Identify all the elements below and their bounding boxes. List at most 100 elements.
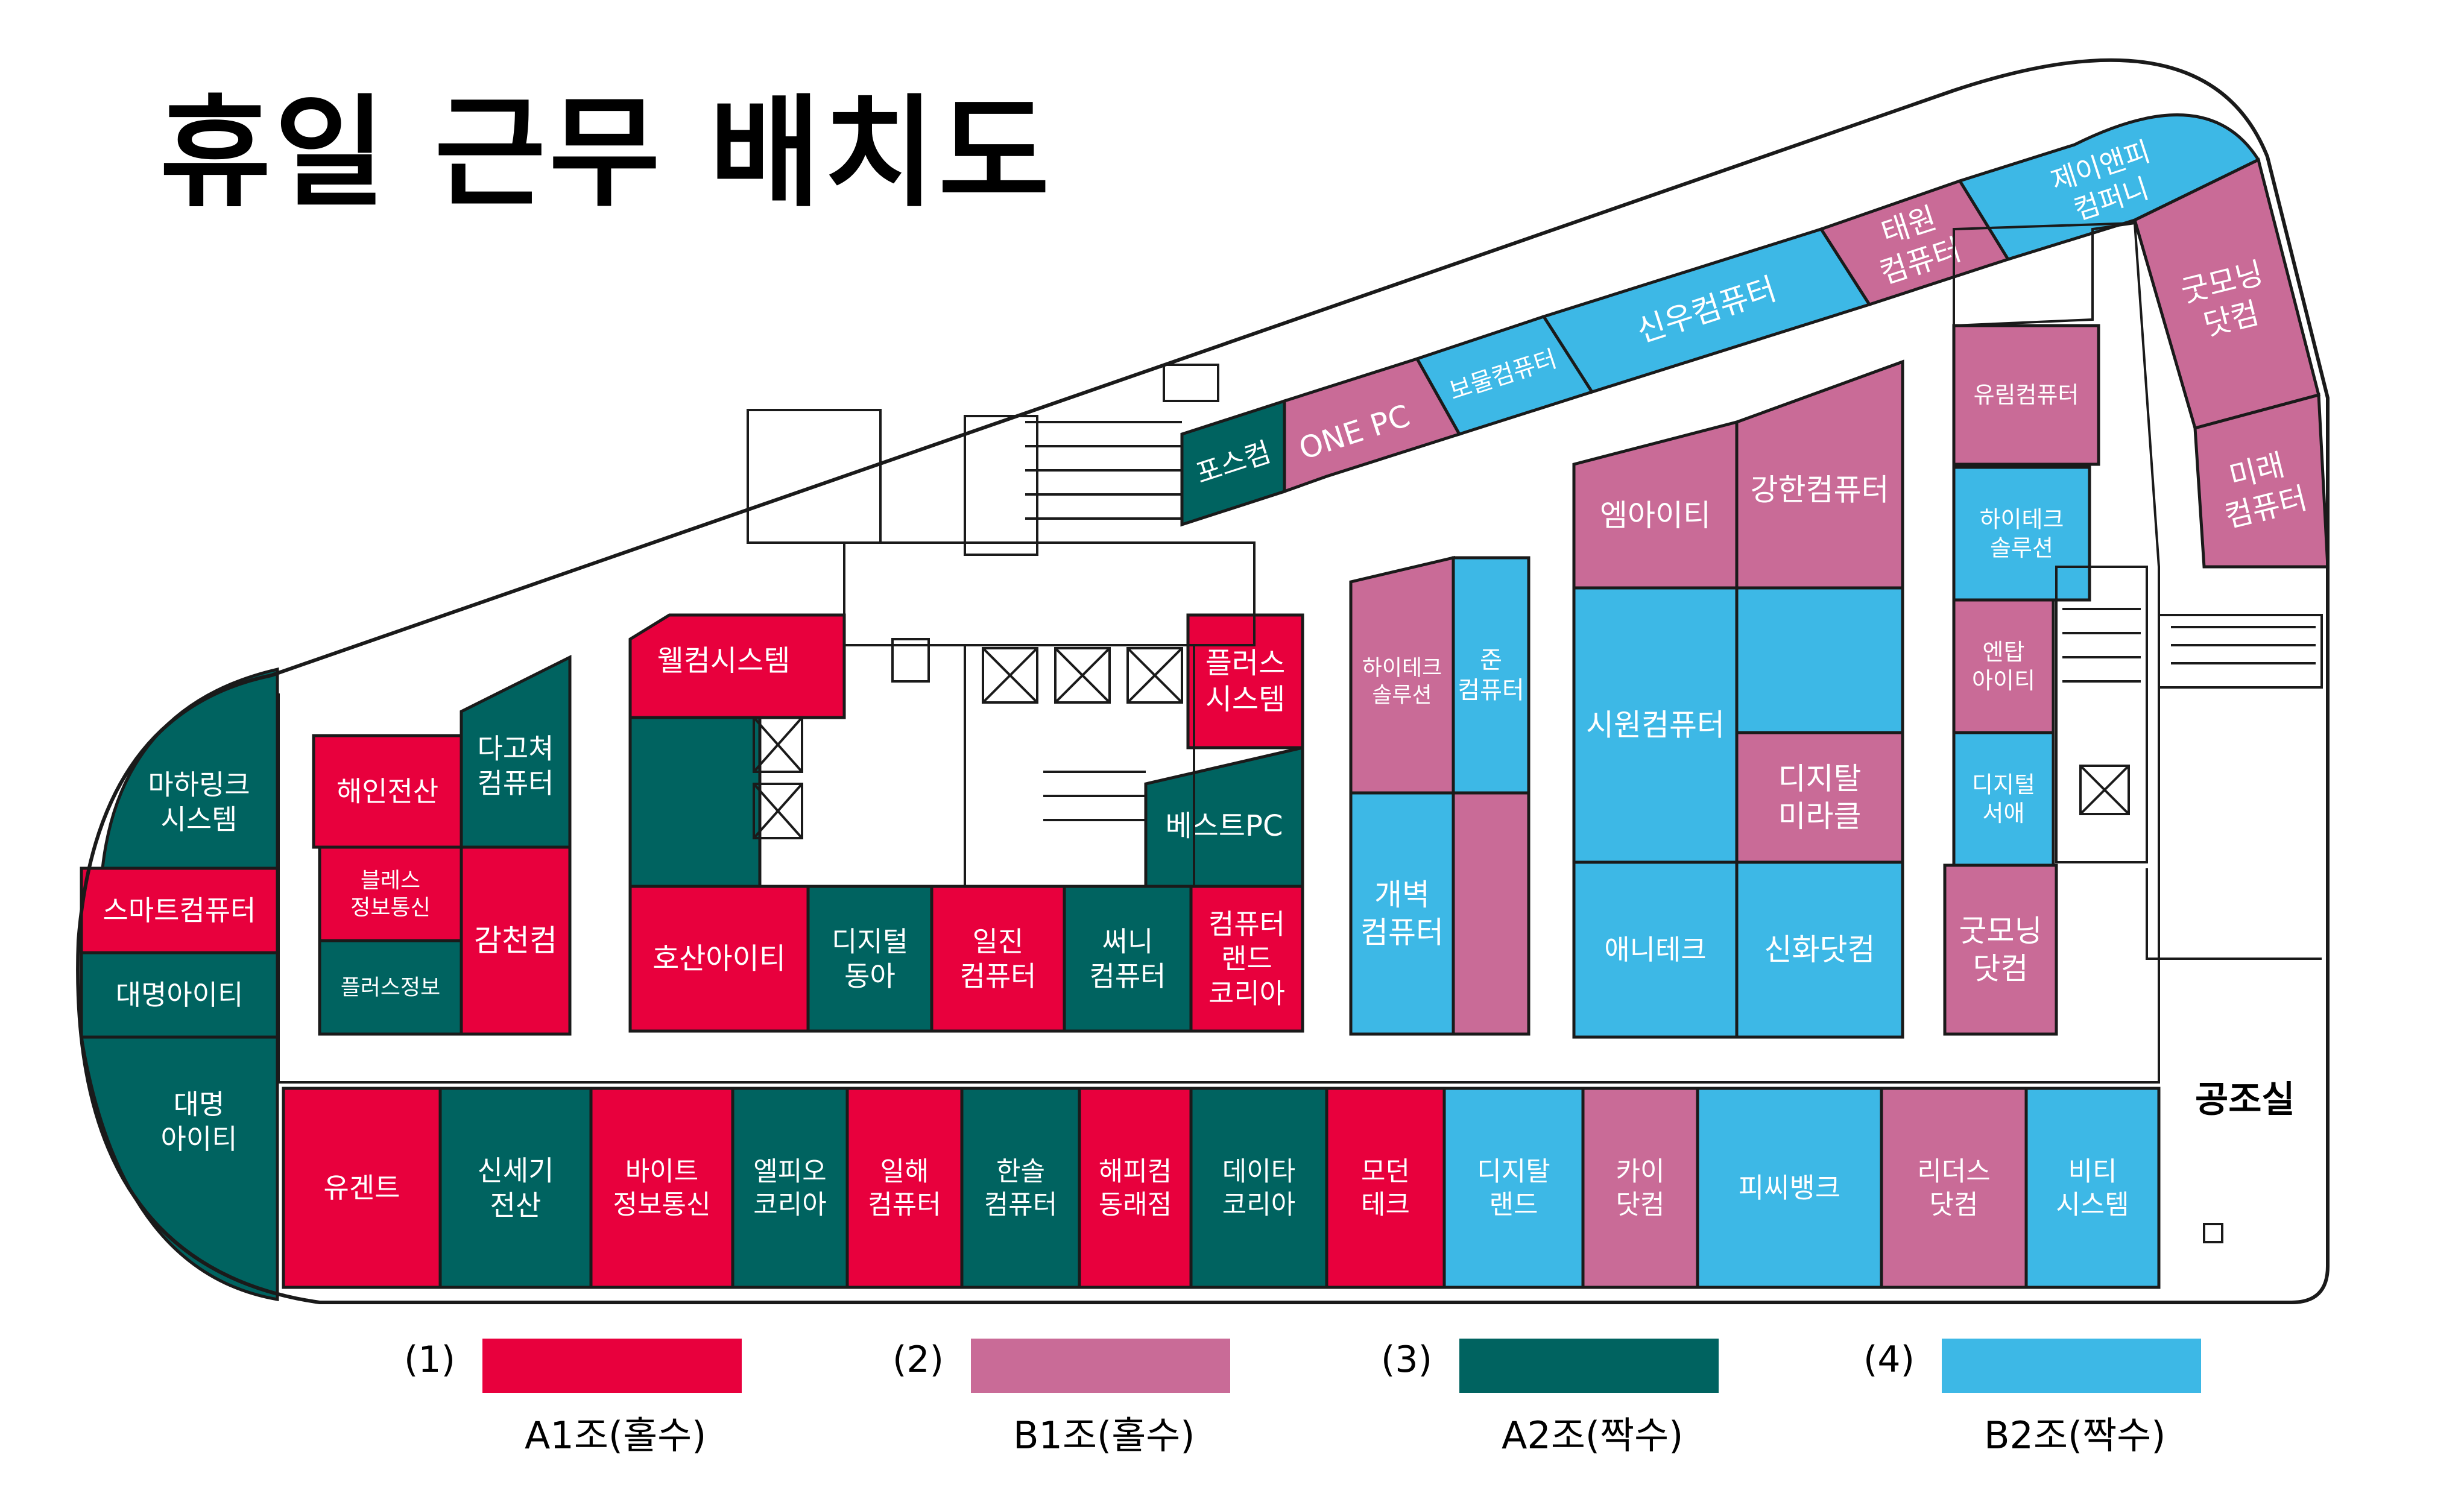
- store-shape[interactable]: [845, 1087, 964, 1289]
- store-welcome[interactable]: 웰컴시스템: [628, 613, 846, 719]
- store-sinwoo[interactable]: 신우컴퓨터: [1541, 227, 1872, 394]
- store-shape[interactable]: [731, 1087, 849, 1289]
- store-goodmorning-1[interactable]: 굿모닝닷컴: [2133, 157, 2321, 431]
- store-label: 마하링크 시스템: [148, 768, 250, 836]
- store-shape[interactable]: [1952, 465, 2091, 602]
- store-digital-seoae[interactable]: 디지털 서애: [1952, 731, 2055, 867]
- store-shape[interactable]: [960, 1087, 1081, 1289]
- store-shape[interactable]: [1943, 863, 2058, 1036]
- store-pc-bank[interactable]: 피씨뱅크: [1696, 1087, 1883, 1289]
- store-bless[interactable]: 블레스 정보통신: [318, 845, 463, 942]
- store-digital-miracle[interactable]: 디지탈 미라클: [1735, 731, 1904, 864]
- store-shape[interactable]: [1189, 885, 1304, 1033]
- store-data-korea[interactable]: 데이타 코리아: [1189, 1087, 1328, 1289]
- store-shape[interactable]: [628, 716, 762, 888]
- store-dagochyeo[interactable]: 다고쳐 컴퓨터: [460, 654, 572, 849]
- store-shape[interactable]: [1735, 586, 1904, 734]
- store-gamcheon[interactable]: 감천컴: [460, 845, 572, 1036]
- store-anitech[interactable]: 애니테크: [1572, 860, 1739, 1039]
- store-kai[interactable]: 카이 닷컴: [1581, 1087, 1699, 1289]
- store-shape[interactable]: [1283, 356, 1462, 494]
- store-shape[interactable]: [1442, 1087, 1585, 1289]
- store-shape[interactable]: [1581, 1087, 1699, 1289]
- store-leaders[interactable]: 리더스 닷컴: [1880, 1087, 2028, 1289]
- store-shape[interactable]: [628, 613, 846, 719]
- store-shape[interactable]: [80, 951, 279, 1039]
- store-yugent[interactable]: 유겐트: [282, 1087, 442, 1289]
- store-shape[interactable]: [2024, 1087, 2161, 1289]
- store-modern[interactable]: 모던 테크: [1325, 1087, 1446, 1289]
- store-shape[interactable]: [1452, 556, 1531, 795]
- store-yurim[interactable]: 유림컴퓨터: [1952, 324, 2100, 466]
- store-shape[interactable]: [1880, 1087, 2028, 1289]
- store-hitech-1[interactable]: 하이테크 솔루션: [1952, 465, 2091, 602]
- store-smart[interactable]: 스마트컴퓨터: [80, 866, 279, 955]
- store-entap[interactable]: 엔탑 아이티: [1952, 598, 2055, 734]
- store-ganghan[interactable]: 강한컴퓨터: [1735, 359, 1904, 590]
- store-plus-info[interactable]: 플러스정보: [318, 939, 463, 1036]
- store-digital-donga[interactable]: 디지털 동아: [806, 885, 933, 1033]
- store-shape[interactable]: [1735, 860, 1904, 1039]
- store-emiti[interactable]: 엠아이티: [1572, 420, 1739, 590]
- store-best-pc[interactable]: 베스트PC: [1144, 745, 1304, 888]
- store-digital-land[interactable]: 디지탈 랜드: [1442, 1087, 1585, 1289]
- store-shape[interactable]: [1078, 1087, 1193, 1289]
- store-shape[interactable]: [1952, 731, 2055, 867]
- store-elpio[interactable]: 엘피오 코리아: [731, 1087, 849, 1289]
- store-shape[interactable]: [1325, 1087, 1446, 1289]
- store-mirae[interactable]: 미래컴퓨터: [2193, 393, 2330, 569]
- store-sseoni[interactable]: 써니 컴퓨터: [1063, 885, 1193, 1033]
- store-hansol[interactable]: 한솔 컴퓨터: [960, 1087, 1081, 1289]
- store-haein[interactable]: 해인전산: [312, 734, 463, 849]
- store-jun[interactable]: 준 컴퓨터: [1452, 556, 1531, 795]
- store-iljin[interactable]: 일진 컴퓨터: [930, 885, 1066, 1033]
- page-title: 휴일 근무 배치도: [160, 83, 1054, 224]
- store-gaebyeok[interactable]: 개벽 컴퓨터: [1349, 791, 1455, 1036]
- store-shape[interactable]: [1186, 613, 1304, 749]
- store-goodmorning-2[interactable]: 굿모닝 닷컴: [1943, 863, 2058, 1036]
- store-blank-b1[interactable]: [1452, 791, 1531, 1036]
- store-sinsegi[interactable]: 신세기 전산: [438, 1087, 593, 1289]
- store-shape[interactable]: [1957, 113, 2261, 261]
- store-byte[interactable]: 바이트 정보통신: [589, 1087, 734, 1289]
- store-shape[interactable]: [312, 734, 463, 849]
- store-taewon[interactable]: 태원컴퓨터: [1819, 178, 2011, 306]
- store-shape[interactable]: [438, 1087, 593, 1289]
- store-shape[interactable]: [282, 1087, 442, 1289]
- store-shape[interactable]: [1696, 1087, 1883, 1289]
- store-hitech-2[interactable]: 하이테크 솔루션: [1349, 555, 1455, 795]
- store-sinhwa[interactable]: 신화닷컴: [1735, 860, 1904, 1039]
- store-pos-com[interactable]: 포스컴: [1180, 399, 1286, 527]
- store-daemyung-2[interactable]: 대명 아이티: [80, 1035, 279, 1301]
- store-happycom[interactable]: 해피컴 동래점: [1078, 1087, 1193, 1289]
- store-shape[interactable]: [1189, 1087, 1328, 1289]
- store-label: 블레스 정보통신: [350, 868, 430, 920]
- store-blank-a2[interactable]: [628, 716, 762, 888]
- store-plus-system[interactable]: 플러스 시스템: [1186, 613, 1304, 749]
- store-shape[interactable]: [1735, 731, 1904, 864]
- store-shape[interactable]: [80, 1035, 279, 1301]
- store-shape[interactable]: [1063, 885, 1193, 1033]
- store-shape[interactable]: [318, 939, 463, 1036]
- store-shape[interactable]: [930, 885, 1066, 1033]
- store-shape[interactable]: [460, 845, 572, 1036]
- store-hosan[interactable]: 호산아이티: [628, 885, 810, 1033]
- store-shape[interactable]: [1349, 791, 1455, 1036]
- store-label: 대명아이티: [116, 979, 244, 1011]
- legend-item-a2: (3) A2조(짝수): [1381, 1333, 1839, 1465]
- store-shape[interactable]: [318, 845, 463, 942]
- store-bomul[interactable]: 보물컴퓨터: [1415, 315, 1594, 437]
- store-shape[interactable]: [1572, 586, 1739, 864]
- store-shape[interactable]: [589, 1087, 734, 1289]
- store-siwon[interactable]: 시원컴퓨터: [1572, 586, 1739, 864]
- store-shape[interactable]: [1952, 324, 2100, 466]
- store-daemyung-1[interactable]: 대명아이티: [80, 951, 279, 1039]
- store-bitti[interactable]: 비티 시스템: [2024, 1087, 2161, 1289]
- store-shape[interactable]: [806, 885, 933, 1033]
- store-shape[interactable]: [1952, 598, 2055, 734]
- store-computerland[interactable]: 컴퓨터 랜드 코리아: [1189, 885, 1304, 1033]
- store-blank-b2[interactable]: [1735, 586, 1904, 734]
- store-one-pc[interactable]: ONE PC: [1283, 356, 1462, 494]
- store-ilhae[interactable]: 일해 컴퓨터: [845, 1087, 964, 1289]
- store-shape[interactable]: [1452, 791, 1531, 1036]
